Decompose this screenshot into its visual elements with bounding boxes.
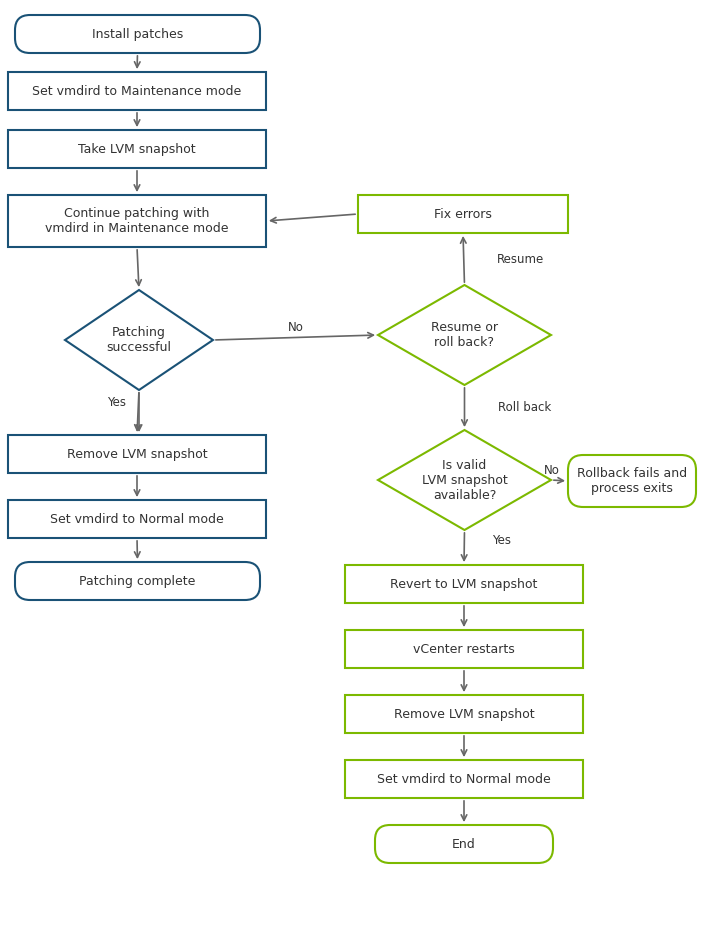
Text: Roll back: Roll back [498, 401, 551, 414]
FancyBboxPatch shape [345, 695, 583, 733]
FancyBboxPatch shape [345, 630, 583, 668]
FancyBboxPatch shape [8, 435, 266, 473]
FancyBboxPatch shape [8, 72, 266, 110]
Text: Is valid
LVM snapshot
available?: Is valid LVM snapshot available? [421, 458, 508, 502]
Text: Set vmdird to Normal mode: Set vmdird to Normal mode [377, 773, 551, 785]
FancyBboxPatch shape [345, 760, 583, 798]
Text: Yes: Yes [107, 396, 127, 408]
FancyBboxPatch shape [8, 500, 266, 538]
Text: Install patches: Install patches [92, 27, 183, 41]
Text: Continue patching with
vmdird in Maintenance mode: Continue patching with vmdird in Mainten… [45, 207, 229, 235]
Text: Resume or
roll back?: Resume or roll back? [431, 321, 498, 349]
FancyBboxPatch shape [358, 195, 568, 233]
FancyBboxPatch shape [8, 130, 266, 168]
Text: No: No [288, 321, 303, 334]
Text: Resume: Resume [496, 253, 544, 265]
Text: Set vmdird to Normal mode: Set vmdird to Normal mode [50, 512, 224, 526]
Polygon shape [65, 290, 213, 390]
Polygon shape [378, 285, 551, 385]
Text: Fix errors: Fix errors [434, 207, 492, 221]
Text: Revert to LVM snapshot: Revert to LVM snapshot [390, 578, 538, 591]
FancyBboxPatch shape [15, 562, 260, 600]
Text: Yes: Yes [493, 533, 511, 546]
Text: Rollback fails and
process exits: Rollback fails and process exits [577, 467, 687, 495]
FancyBboxPatch shape [568, 455, 696, 507]
FancyBboxPatch shape [8, 195, 266, 247]
Text: Patching
successful: Patching successful [107, 326, 172, 354]
Text: vCenter restarts: vCenter restarts [413, 642, 515, 655]
Text: Take LVM snapshot: Take LVM snapshot [78, 142, 196, 155]
Text: Remove LVM snapshot: Remove LVM snapshot [394, 707, 534, 721]
FancyBboxPatch shape [375, 825, 553, 863]
Text: Patching complete: Patching complete [79, 575, 196, 587]
Text: No: No [544, 463, 559, 476]
Text: Set vmdird to Maintenance mode: Set vmdird to Maintenance mode [33, 84, 242, 98]
Text: End: End [452, 837, 476, 850]
FancyBboxPatch shape [345, 565, 583, 603]
Polygon shape [378, 430, 551, 530]
Text: Remove LVM snapshot: Remove LVM snapshot [66, 448, 207, 460]
FancyBboxPatch shape [15, 15, 260, 53]
